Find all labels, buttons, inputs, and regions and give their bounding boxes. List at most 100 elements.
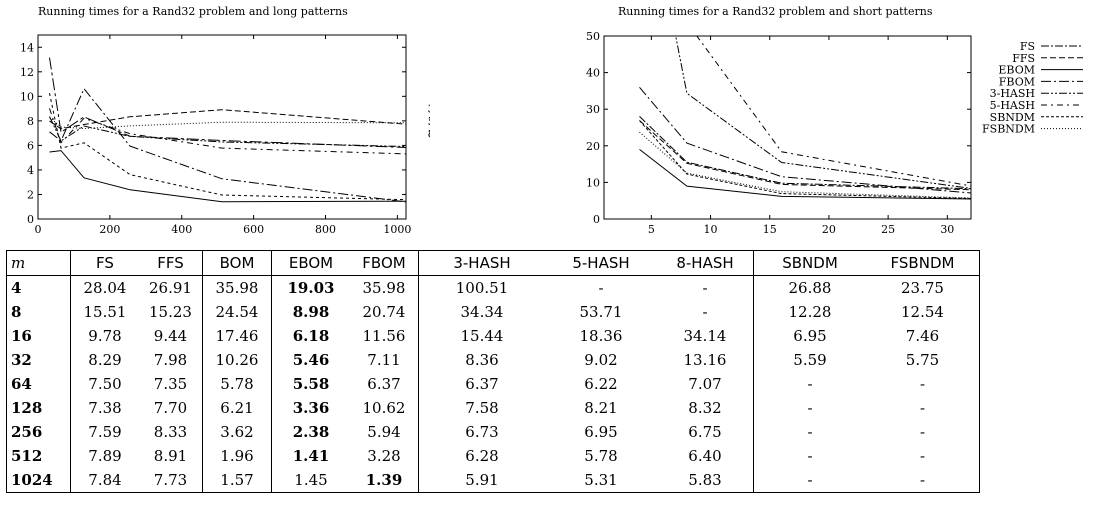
time-cell: 6.18 — [271, 324, 350, 348]
y-tick-label: 12 — [20, 66, 34, 79]
pattern-length-cell: 32 — [6, 348, 71, 372]
time-cell: 6.22 — [584, 375, 618, 393]
time-cell: 5.75 — [866, 348, 980, 372]
chart-short-svg: 0 10 20 30 40 50 5 10 15 20 25 30 FSFFSEBOMFBOM3-HAS… — [586, 30, 1083, 236]
x-tick-label: 400 — [171, 223, 192, 236]
plot-frame — [603, 35, 972, 220]
time-cell: 7.07 — [688, 375, 722, 393]
x-tick-label: 25 — [881, 223, 895, 236]
y-tick-label: 10 — [20, 90, 34, 103]
time-cell: 5.31 — [545, 468, 657, 493]
table-row: 16 9.78 9.44 17.46 6.18 11.56 15.44 18.36 34.14 6… — [6, 324, 980, 348]
time-cell: 5.83 — [657, 468, 754, 493]
time-cell: 7.59 — [70, 420, 139, 444]
time-cell: - — [753, 468, 866, 493]
x-tick-label: 20 — [822, 223, 836, 236]
time-cell: 26.88 — [753, 275, 866, 300]
time-cell: - — [753, 420, 866, 444]
time-cell: 6.75 — [688, 423, 722, 441]
legend-label: FSBNDM — [982, 123, 1035, 136]
time-cell: 1.57 — [202, 468, 272, 493]
y-tick-label: 6 — [27, 139, 34, 152]
column-header-8-hash: 8-HASH — [657, 250, 754, 276]
y-tick-label: 40 — [586, 67, 600, 80]
time-cell: 8.91 — [153, 447, 188, 465]
time-cell: 8.32 — [688, 399, 722, 417]
time-cell: - — [753, 396, 866, 420]
time-cell: 8.29 — [70, 348, 139, 372]
time-cell: 24.54 — [202, 300, 272, 324]
time-cell: 3.28 — [367, 447, 401, 465]
time-cell: 2.38 — [271, 420, 350, 444]
time-cell: - — [702, 279, 708, 297]
time-cell: 1.96 — [202, 444, 272, 468]
time-cell: - — [598, 279, 604, 297]
table-row: 1024 7.84 7.73 1.57 1.45 1.39 5.91 5.31 5.83- - — [6, 468, 980, 493]
time-cell: 10.62 — [362, 399, 406, 417]
time-cell: - — [866, 372, 980, 396]
x-tick-label: 15 — [763, 223, 777, 236]
x-tick-label: 800 — [315, 223, 336, 236]
time-cell: 7.98 — [153, 351, 188, 369]
table-row: 256 7.59 8.33 3.62 2.38 5.94 6.73 6.95 6.75 - - — [6, 420, 980, 444]
time-cell: 3.62 — [202, 420, 272, 444]
time-cell: 1.41 — [271, 444, 350, 468]
series-line-bom — [49, 92, 406, 201]
time-cell: 11.56 — [362, 327, 406, 345]
chart-title: Running times for a Rand32 problem and l… — [38, 5, 348, 18]
time-cell: 5.78 — [202, 372, 272, 396]
y-tick-label: 0 — [27, 213, 34, 226]
time-cell: 8.21 — [584, 399, 618, 417]
legend-label: SBNDM — [990, 111, 1035, 124]
table-row: 4 28.04 26.91 35.98 19.03 35.98 100.51- -26.88 2… — [6, 275, 980, 300]
time-cell: 18.36 — [579, 327, 623, 345]
column-header-fsbndm: FSBNDM — [866, 250, 980, 276]
pattern-length-cell: 1024 — [6, 468, 71, 493]
time-cell: - — [866, 468, 980, 493]
time-cell: 53.71 — [579, 303, 623, 321]
time-cell: 12.54 — [866, 300, 980, 324]
pattern-length-cell: 128 — [6, 396, 71, 420]
time-cell: 35.98 — [202, 275, 272, 300]
time-cell: 5.46 — [271, 348, 350, 372]
x-tick-label: 30 — [940, 223, 954, 236]
series-line-8-hash — [49, 57, 406, 148]
time-cell: 6.40 — [688, 447, 722, 465]
y-tick-label: 2 — [27, 188, 34, 201]
time-cell: 13.16 — [683, 351, 727, 369]
time-cell: 9.44 — [153, 327, 188, 345]
series-line-5-hash — [49, 108, 406, 155]
time-cell: 7.46 — [866, 324, 980, 348]
column-header-ffs: FFS — [139, 250, 203, 276]
time-cell: 1.39 — [350, 468, 419, 493]
column-header-bom: BOM — [202, 250, 272, 276]
time-cell: 7.84 — [70, 468, 139, 493]
y-tick-label: 20 — [586, 140, 600, 153]
time-cell: 5.58 — [271, 372, 350, 396]
time-cell: 15.23 — [149, 303, 192, 321]
pattern-length-cell: 4 — [6, 275, 71, 300]
column-header-fs: FS — [70, 250, 139, 276]
time-cell: - — [753, 372, 866, 396]
column-header-ebom: EBOM — [271, 250, 350, 276]
table-row: 64 7.50 7.35 5.78 5.58 6.37 6.37 6.22 7.07 - - — [6, 372, 980, 396]
time-cell: - — [753, 444, 866, 468]
time-cell: 12.28 — [753, 300, 866, 324]
x-tick-label: 600 — [243, 223, 264, 236]
time-cell: 20.74 — [362, 303, 406, 321]
table-body: 4 28.04 26.91 35.98 19.03 35.98 100.51- -26.88 2… — [6, 275, 980, 493]
time-cell: 7.73 — [139, 468, 203, 493]
table-header-row: m FS FFS BOM EBOM FBOM 3-HASH 5-HASH 8-HASH SBNDM… — [6, 250, 980, 276]
y-tick-label: 8 — [27, 115, 34, 128]
time-cell: 26.91 — [149, 279, 192, 297]
time-cell: 1.45 — [271, 468, 350, 493]
series-line-ffs — [639, 120, 971, 191]
table-row: 512 7.89 8.91 1.96 1.41 3.28 6.28 5.78 6.40 - - — [6, 444, 980, 468]
column-header-5-hash: 5-HASH — [545, 250, 657, 276]
legend-label: FBOM — [999, 75, 1035, 88]
time-cell: 7.11 — [367, 351, 401, 369]
time-cell: 7.58 — [418, 396, 545, 420]
x-tick-label: 200 — [99, 223, 120, 236]
time-cell: 5.91 — [418, 468, 545, 493]
time-cell: 5.94 — [367, 423, 401, 441]
